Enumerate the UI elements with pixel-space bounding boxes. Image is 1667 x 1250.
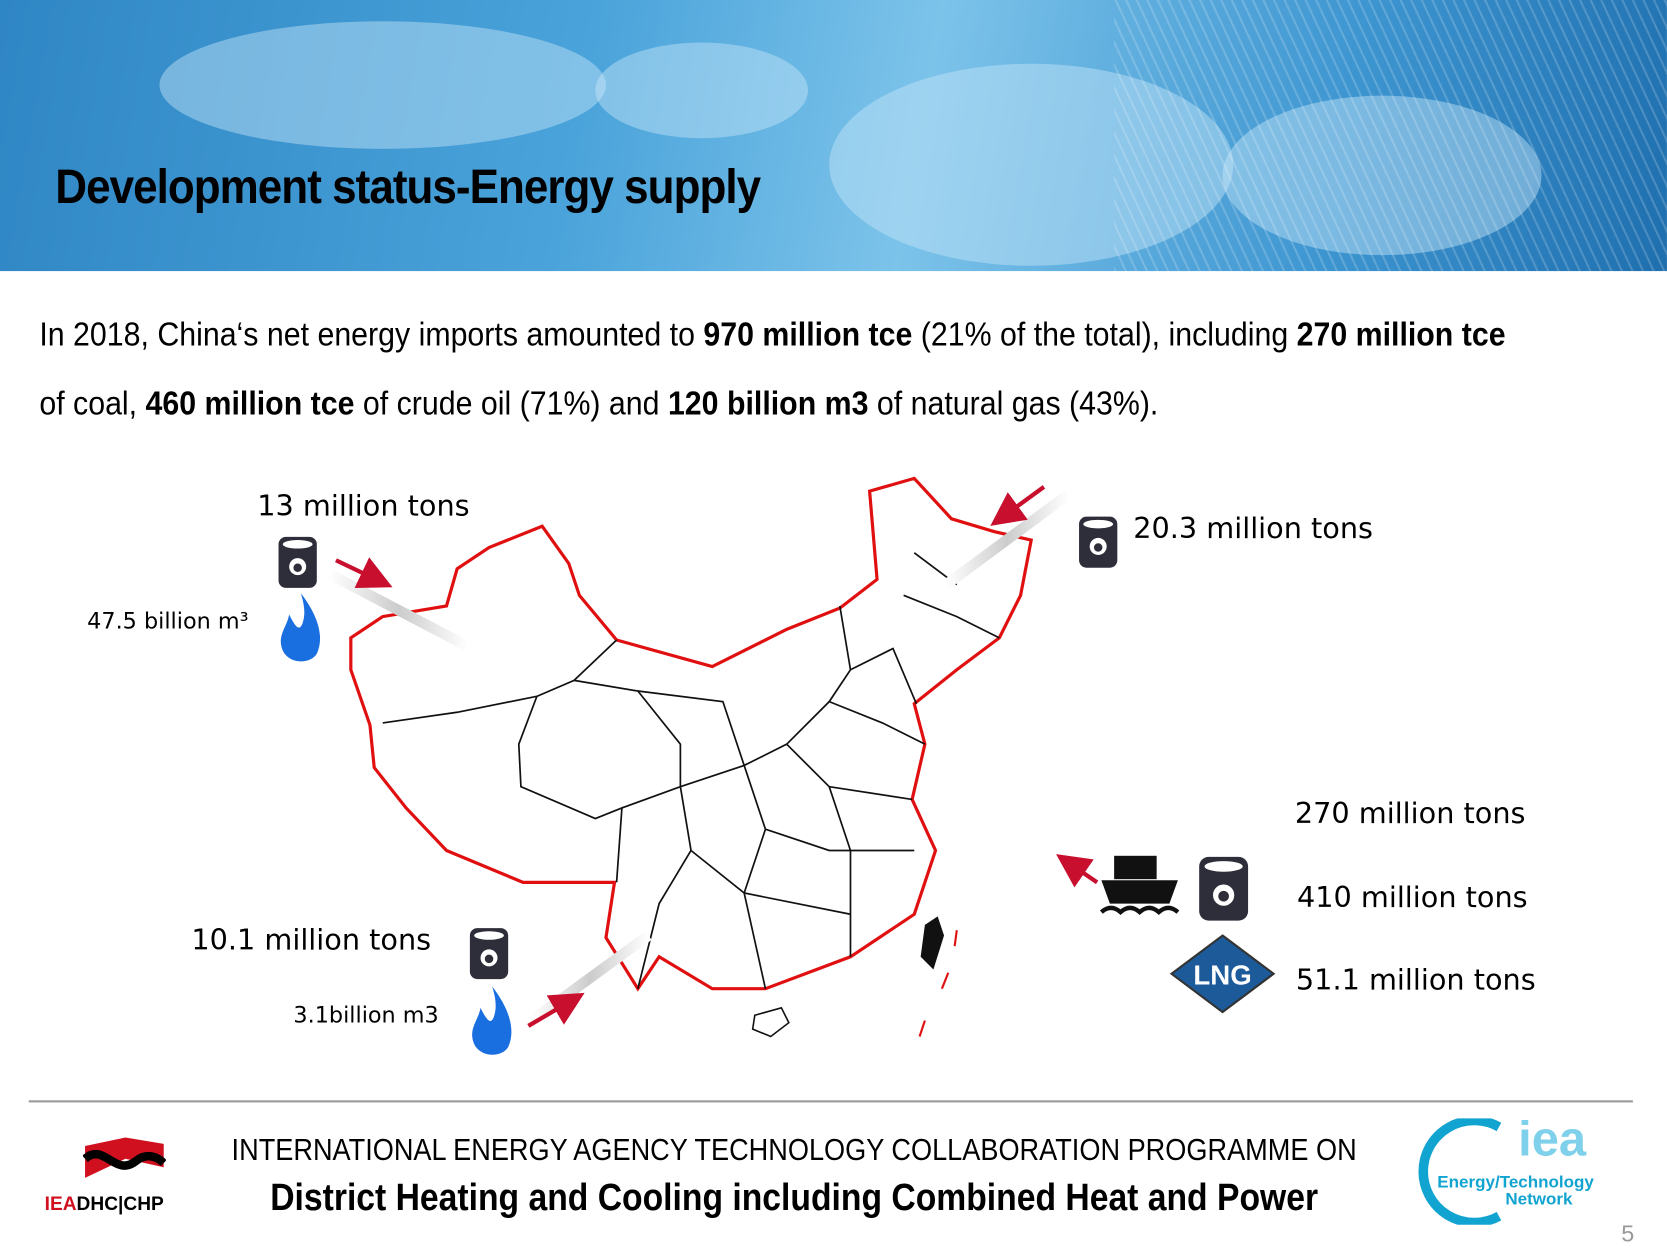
intro-text: of crude oil (71%) and <box>354 384 668 423</box>
northwest-gas-label: 47.5 billion m³ <box>87 608 249 634</box>
northwest-oil-label: 13 million tons <box>257 490 470 524</box>
province-borders <box>382 552 1000 989</box>
sea-coal-label: 270 million tons <box>1294 797 1526 831</box>
header-banner <box>0 0 1667 272</box>
footer-programme-line: INTERNATIONAL ENERGY AGENCY TECHNOLOGY C… <box>231 1133 1357 1168</box>
intro-text: of coal, <box>39 384 146 423</box>
taiwan <box>920 916 945 970</box>
import-arrows <box>335 485 1099 1028</box>
intro-line-2: of coal, 460 million tce of crude oil (7… <box>39 385 1158 423</box>
china-outline <box>349 476 1034 992</box>
highlighted-figure: 270 million tce <box>1296 315 1506 353</box>
intro-text: of natural gas (43%). <box>868 384 1159 423</box>
highlighted-figure: 460 million tce <box>145 384 355 423</box>
dhc-chp-logo-text: IEADHC|CHP <box>44 1192 164 1215</box>
sea-boundary-dashes <box>918 930 958 1037</box>
intro-line-1: In 2018, China‘s net energy imports amou… <box>39 316 1505 354</box>
northeast-oil-label: 20.3 million tons <box>1133 512 1374 546</box>
iea-etn-logo: iea Energy/Technology Network <box>1414 1111 1637 1225</box>
intro-text: (21% of the total), including <box>912 315 1297 353</box>
southwest-oil-label: 10.1 million tons <box>191 923 432 957</box>
sea-lng-label: 51.1 million tons <box>1295 964 1536 998</box>
dhc-chp-logo-icon <box>82 1135 167 1182</box>
intro-text: In 2018, China‘s net energy imports amou… <box>39 315 704 353</box>
highlighted-figure: 120 billion m3 <box>667 384 869 423</box>
highlighted-figure: 970 million tce <box>703 315 913 353</box>
southwest-gas-label: 3.1billion m3 <box>293 1002 439 1029</box>
page-number: 5 <box>1621 1220 1635 1248</box>
lng-badge: LNG <box>1169 934 1276 1014</box>
sea-oil-label: 410 million tons <box>1296 881 1528 915</box>
hainan <box>751 1006 790 1038</box>
page-title: Development status-Energy supply <box>55 159 761 214</box>
footer-divider <box>28 1100 1633 1103</box>
oil-barrel-icon <box>278 516 1249 980</box>
svg-text:LNG: LNG <box>1193 959 1251 990</box>
gas-flame-icon <box>280 593 512 1055</box>
footer-programme-title: District Heating and Cooling including C… <box>270 1174 1319 1219</box>
cargo-ship-icon <box>1099 855 1180 915</box>
